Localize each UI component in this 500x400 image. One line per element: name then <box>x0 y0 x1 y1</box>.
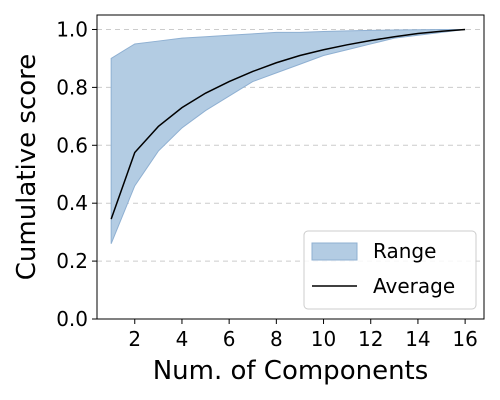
range-band <box>110 28 466 244</box>
y-axis-title: Cumulative score <box>12 54 42 281</box>
x-tick-label: 14 <box>405 327 430 351</box>
x-axis-title: Num. of Components <box>153 356 429 386</box>
x-tick-label: 4 <box>176 327 189 351</box>
plot-frame <box>96 14 485 320</box>
x-tick-label: 12 <box>358 327 383 351</box>
legend-label-range: Range <box>373 239 436 263</box>
y-tick-label: 0.6 <box>56 133 88 157</box>
y-tick-label: 0.2 <box>56 249 88 273</box>
ticks-layer: 0.0 0.2 0.4 0.6 0.8 1.0 2 4 6 8 10 12 14 16 <box>56 17 478 351</box>
x-tick-label: 2 <box>128 327 141 351</box>
legend-label-average: Average <box>373 274 455 298</box>
y-tick-label: 1.0 <box>56 17 88 41</box>
x-tick-label: 16 <box>452 327 477 351</box>
average-line <box>110 28 466 220</box>
y-tick-label: 0.8 <box>56 75 88 99</box>
y-tick-label: 0.0 <box>56 307 88 331</box>
y-tick-label: 0.4 <box>56 191 88 215</box>
x-tick-label: 6 <box>223 327 236 351</box>
x-tick-label: 8 <box>270 327 283 351</box>
data-layer <box>110 28 466 244</box>
legend: Range Average <box>303 230 477 310</box>
legend-swatch-range <box>311 242 358 261</box>
x-tick-label: 10 <box>311 327 336 351</box>
